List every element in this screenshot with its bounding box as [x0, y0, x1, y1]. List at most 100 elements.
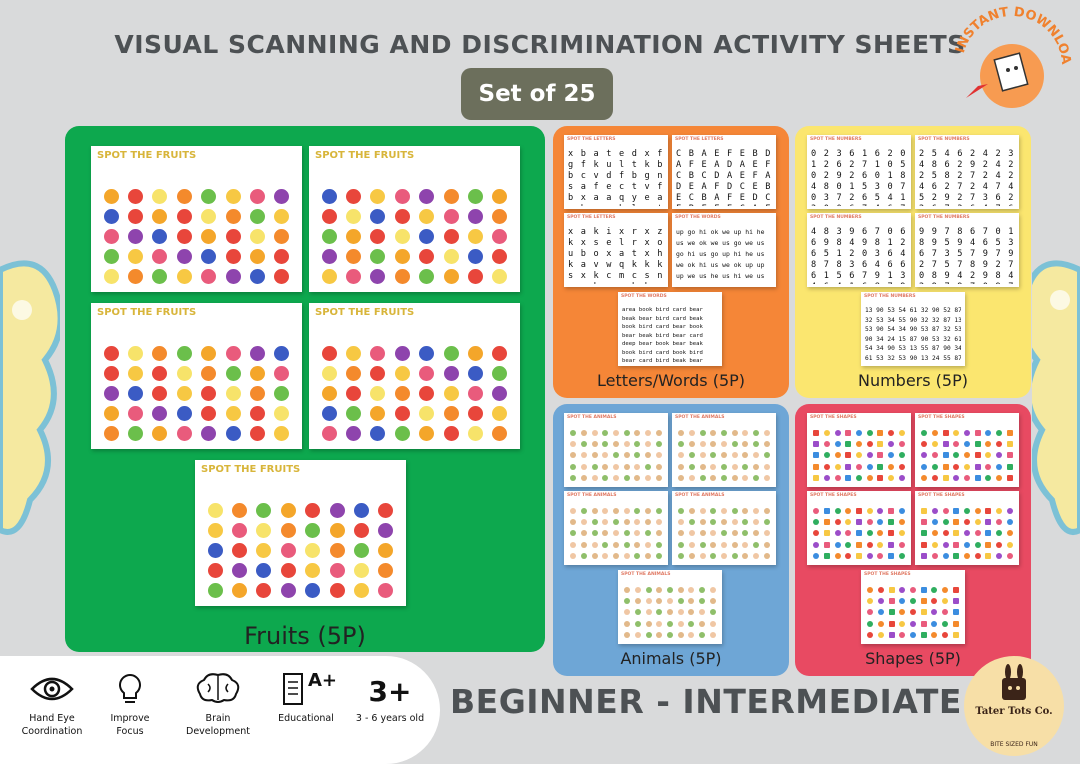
fruit-icon [346, 425, 362, 441]
fruit-icon [225, 365, 241, 381]
animal-face-icon [688, 429, 695, 436]
fruit-icon [103, 385, 119, 401]
shape-icon [866, 519, 873, 526]
feature-hand-eye: Hand Eye Coordination [18, 672, 86, 738]
shape-icon [1006, 519, 1013, 526]
shape-icon [823, 429, 830, 436]
sheet-title: SPOT THE ANIMALS [675, 493, 725, 498]
fruit-sheet: SPOT THE FRUITS [195, 460, 406, 606]
fruit-icon [152, 248, 168, 264]
fruit-icon [201, 208, 217, 224]
shape-icon [866, 429, 873, 436]
fruit-icon [274, 208, 290, 224]
fruit-icon [329, 582, 345, 598]
shape-icon [995, 507, 1002, 514]
shapes-sheet: SPOT THE SHAPES [807, 413, 911, 487]
fruit-icon [249, 228, 265, 244]
animal-face-icon [602, 452, 609, 459]
animal-face-icon [731, 452, 738, 459]
shape-icon [974, 507, 981, 514]
shape-icon [888, 586, 895, 593]
shape-icon [877, 507, 884, 514]
fruit-icon [176, 188, 192, 204]
animal-face-icon [742, 475, 749, 482]
fruit-icon [321, 405, 337, 421]
fruit-icon [394, 228, 410, 244]
animal-face-icon [752, 475, 759, 482]
fruit-icon [152, 188, 168, 204]
fruit-icon [378, 502, 394, 518]
shape-icon [953, 463, 960, 470]
shape-icon [834, 452, 841, 459]
sheet-title: SPOT THE FRUITS [97, 150, 197, 161]
fruit-icon [152, 228, 168, 244]
feature-age: 3+ 3 - 6 years old [350, 672, 430, 725]
words-sheet: SPOT THE WORDS area book bird card bear … [618, 292, 722, 366]
shape-icon [877, 530, 884, 537]
shape-icon [823, 541, 830, 548]
fruit-icon [419, 385, 435, 401]
animal-face-icon [720, 530, 727, 537]
sheet-title: SPOT THE NUMBERS [810, 215, 862, 220]
shape-icon [974, 463, 981, 470]
animals-sheet: SPOT THE ANIMALS [618, 570, 722, 644]
fruit-icon [329, 542, 345, 558]
animal-face-icon [710, 507, 717, 514]
animal-face-icon [656, 598, 663, 605]
shape-icon [887, 541, 894, 548]
shape-icon [995, 541, 1002, 548]
animal-face-icon [720, 463, 727, 470]
animal-face-icon [678, 429, 685, 436]
animal-face-icon [699, 463, 706, 470]
fruit-icon [128, 208, 144, 224]
animal-face-icon [731, 541, 738, 548]
fruit-icon [321, 365, 337, 381]
animal-face-icon [688, 463, 695, 470]
animal-face-icon [698, 632, 705, 639]
animal-face-icon [678, 463, 685, 470]
shape-icon [834, 429, 841, 436]
animal-face-icon [709, 598, 716, 605]
animal-face-icon [698, 609, 705, 616]
fruit-icon [103, 268, 119, 284]
shape-icon [823, 553, 830, 560]
sheet-title: SPOT THE LETTERS [567, 137, 616, 142]
shape-icon [909, 598, 916, 605]
shape-icon [813, 463, 820, 470]
fruit-icon [346, 268, 362, 284]
shape-icon [985, 519, 992, 526]
fruit-icon [467, 208, 483, 224]
animal-face-icon [591, 441, 598, 448]
fruit-icon [128, 268, 144, 284]
shape-icon [920, 620, 927, 627]
shape-icon [963, 530, 970, 537]
shape-icon [898, 441, 905, 448]
fruit-icon [443, 405, 459, 421]
shape-icon [985, 452, 992, 459]
fruit-icon [321, 385, 337, 401]
numbers-sheet: SPOT THE NUMBERS 13 90 53 54 61 32 90 52… [861, 292, 965, 366]
animal-face-icon [612, 475, 619, 482]
sheet-title: SPOT THE SHAPES [918, 415, 965, 420]
animals-panel: SPOT THE ANIMALS SPOT THE ANIMALS SPOT T… [553, 404, 789, 676]
sheet-title: SPOT THE SHAPES [864, 572, 911, 577]
animal-face-icon [699, 452, 706, 459]
fruit-icon [176, 268, 192, 284]
fruit-icon [419, 345, 435, 361]
animal-face-icon [644, 553, 651, 560]
shape-icon [974, 553, 981, 560]
shape-icon [963, 463, 970, 470]
fruit-icon [232, 522, 248, 538]
fruit-icon [467, 248, 483, 264]
fruit-icon [256, 542, 272, 558]
fruit-icon [394, 188, 410, 204]
shape-icon [899, 609, 906, 616]
shape-icon [931, 620, 938, 627]
shape-icon [942, 519, 949, 526]
fruit-icon [492, 345, 508, 361]
shape-icon [834, 541, 841, 548]
animal-face-icon [688, 441, 695, 448]
animal-face-icon [591, 475, 598, 482]
fruit-icon [201, 425, 217, 441]
shape-icon [995, 530, 1002, 537]
